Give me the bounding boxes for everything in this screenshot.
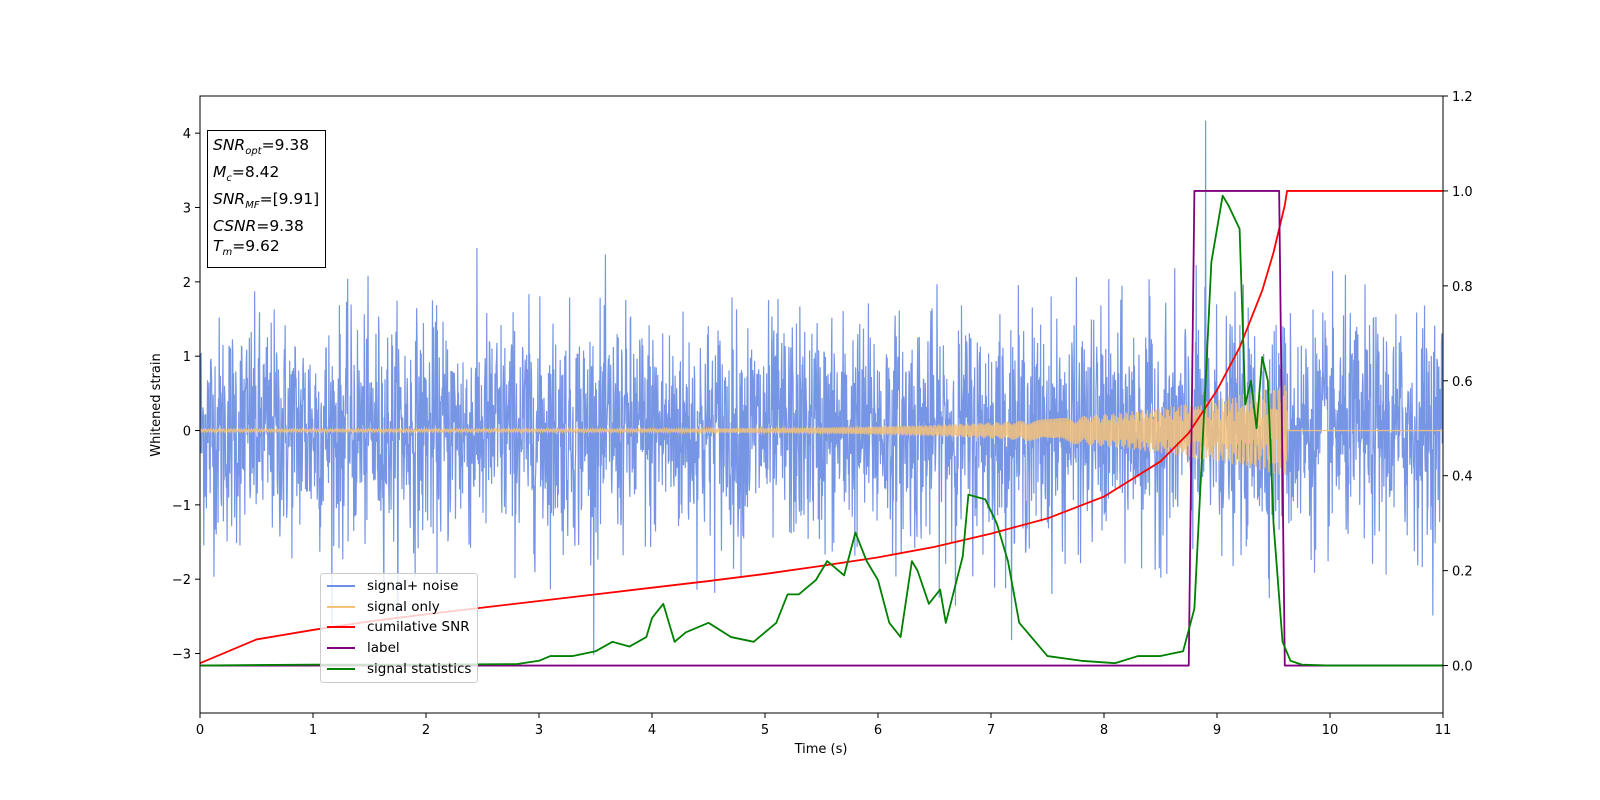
info-box: SNRopt=9.38 Mc=8.42 SNRMF=[9.91] CSNR=9.… — [207, 130, 327, 269]
y2-tick-label: 1.0 — [1452, 185, 1473, 200]
legend-item-signal-noise: signal+ noise — [327, 576, 471, 597]
y-tick-label: 0 — [183, 425, 191, 440]
info-merger-time: Tm=9.62 — [213, 237, 280, 259]
y-tick-label: 3 — [183, 202, 191, 217]
y-axis-right: 0.0 0.2 0.4 0.6 0.8 1.0 1.2 — [1443, 90, 1473, 675]
x-tick-label: 4 — [648, 723, 656, 738]
legend-item-cumulative-snr: cumilative SNR — [327, 617, 471, 638]
series-signal-statistics-line — [200, 194, 1443, 667]
info-snr-opt: SNRopt=9.38 — [213, 136, 310, 158]
y-tick-label: 1 — [183, 350, 191, 365]
x-axis: 0 1 2 3 4 5 6 7 8 9 10 11 — [196, 713, 1451, 738]
y-tick-label: 2 — [183, 276, 191, 291]
legend: signal+ noise signal only cumilative SNR… — [320, 573, 479, 683]
y-tick-label: −2 — [172, 573, 191, 588]
x-tick-label: 9 — [1213, 723, 1221, 738]
x-tick-label: 2 — [422, 723, 430, 738]
x-tick-label: 1 — [309, 723, 317, 738]
plot-frame — [199, 95, 1444, 714]
x-tick-label: 0 — [196, 723, 204, 738]
legend-swatch — [327, 667, 355, 670]
y2-tick-label: 0.8 — [1452, 280, 1473, 295]
legend-item-signal-only: signal only — [327, 597, 471, 618]
info-csnr: CSNR=9.38 — [213, 217, 304, 236]
y2-tick-label: 0.4 — [1452, 470, 1473, 485]
info-snr-mf: SNRMF=[9.91] — [213, 190, 320, 212]
y2-tick-label: 0.2 — [1452, 565, 1473, 580]
x-tick-label: 10 — [1322, 723, 1339, 738]
legend-swatch — [327, 585, 355, 588]
y-axis-left: −3 −2 −1 0 1 2 3 4 — [172, 127, 200, 663]
legend-swatch — [327, 605, 355, 608]
y2-tick-label: 0.0 — [1452, 660, 1473, 675]
x-tick-label: 3 — [535, 723, 543, 738]
legend-item-label: label — [327, 638, 471, 659]
x-tick-label: 11 — [1435, 723, 1452, 738]
legend-swatch — [327, 647, 355, 650]
x-tick-label: 5 — [761, 723, 769, 738]
y-tick-label: 4 — [183, 127, 191, 142]
x-tick-label: 8 — [1100, 723, 1108, 738]
x-tick-label: 7 — [987, 723, 995, 738]
legend-item-signal-statistics: signal statistics — [327, 658, 471, 679]
series-signal-noise-line — [200, 120, 1443, 655]
y2-tick-label: 0.6 — [1452, 375, 1473, 390]
y2-tick-label: 1.2 — [1452, 90, 1473, 105]
y-tick-label: −3 — [172, 648, 191, 663]
x-tick-label: 6 — [874, 723, 882, 738]
series-signal-only-line — [200, 385, 1443, 476]
legend-swatch — [327, 626, 355, 629]
x-axis-label: Time (s) — [794, 742, 848, 757]
y-tick-label: −1 — [172, 499, 191, 514]
y-axis-label: Whitened strain — [149, 353, 164, 456]
info-chirp-mass: Mc=8.42 — [213, 163, 280, 185]
